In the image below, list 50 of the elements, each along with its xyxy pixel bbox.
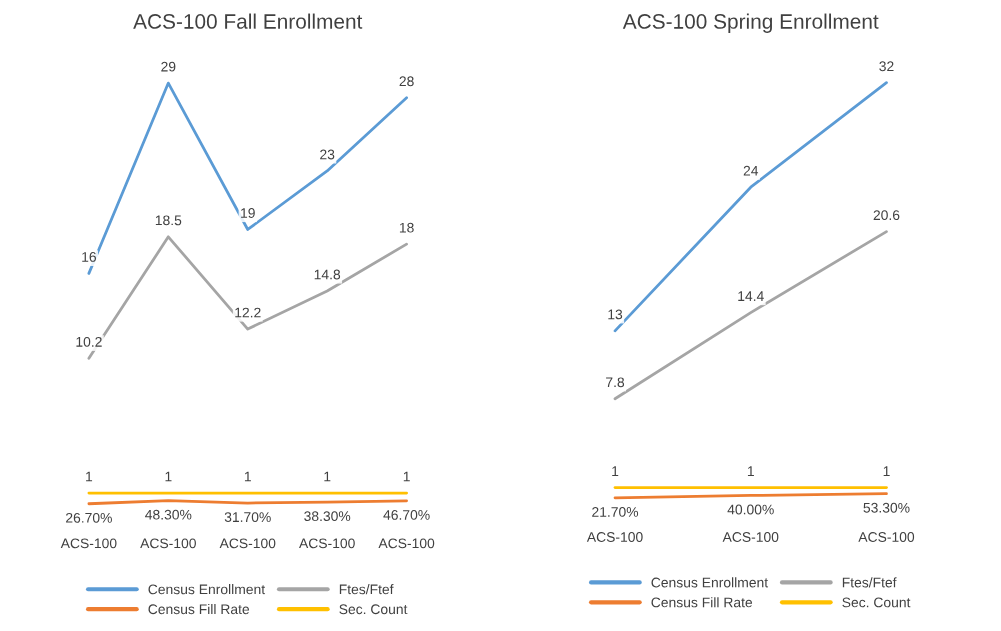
data-label: 1 <box>747 466 754 476</box>
data-label: 1 <box>86 471 93 482</box>
x-tick-label: ACS-100 <box>140 538 196 549</box>
x-tick-label: ACS-100 <box>858 532 915 542</box>
data-label: 31.70% <box>224 512 271 523</box>
data-label: 18 <box>399 222 414 233</box>
data-label: 14.8 <box>314 269 341 280</box>
legend-label: Census Enrollment <box>651 577 769 588</box>
x-tick-label: ACS-100 <box>378 538 435 549</box>
data-label: 21.70% <box>592 507 639 517</box>
legend-label: Sec. Count <box>842 597 911 608</box>
data-label: 10.2 <box>76 336 102 347</box>
chart-title: ACS-100 Spring Enrollment <box>622 13 879 33</box>
legend-label: Census Fill Rate <box>651 597 753 608</box>
data-label: 20.6 <box>873 210 900 221</box>
data-label: 48.30% <box>145 509 192 520</box>
data-label: 1 <box>883 466 890 476</box>
data-label: 29 <box>161 61 176 72</box>
chart-title: ACS-100 Fall Enrollment <box>133 13 363 29</box>
x-tick-label: ACS-100 <box>60 538 117 549</box>
data-label: 32 <box>879 61 894 72</box>
data-label: 18.5 <box>155 215 182 226</box>
legend-label: Census Fill Rate <box>148 603 250 615</box>
data-label: 14.4 <box>738 291 764 301</box>
data-label: 16 <box>82 252 97 262</box>
data-label: 1 <box>165 471 172 482</box>
x-tick-label: ACS-100 <box>722 532 779 542</box>
data-label: 40.00% <box>727 504 774 515</box>
legend-label: Ftes/Ftef <box>842 577 897 588</box>
data-label: 24 <box>743 165 759 176</box>
data-label: 26.70% <box>66 512 112 523</box>
legend-label: Ftes/Ftef <box>339 584 394 595</box>
data-label: 28 <box>399 76 414 87</box>
data-label: 38.30% <box>304 511 351 522</box>
data-label: 53.30% <box>863 502 910 513</box>
x-tick-label: ACS-100 <box>586 532 643 542</box>
data-label: 1 <box>324 471 331 482</box>
legend-label: Census Enrollment <box>148 584 266 595</box>
x-tick-label: ACS-100 <box>219 538 276 549</box>
legend-label: Sec. Count <box>339 604 408 615</box>
data-label: 1 <box>244 471 251 482</box>
data-label: 12.2 <box>235 307 261 318</box>
data-label: 1 <box>403 471 410 482</box>
data-label: 7.8 <box>606 377 625 388</box>
data-label: 46.70% <box>383 509 430 520</box>
data-label: 19 <box>241 208 255 218</box>
x-tick-label: ACS-100 <box>299 538 355 549</box>
data-label: 1 <box>612 466 619 476</box>
data-label: 13 <box>608 309 623 320</box>
data-label: 23 <box>320 149 335 160</box>
